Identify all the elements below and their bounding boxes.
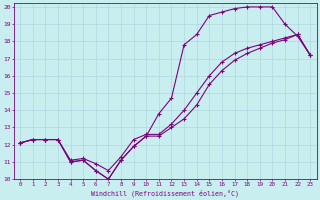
X-axis label: Windchill (Refroidissement éolien,°C): Windchill (Refroidissement éolien,°C) [91, 189, 239, 197]
